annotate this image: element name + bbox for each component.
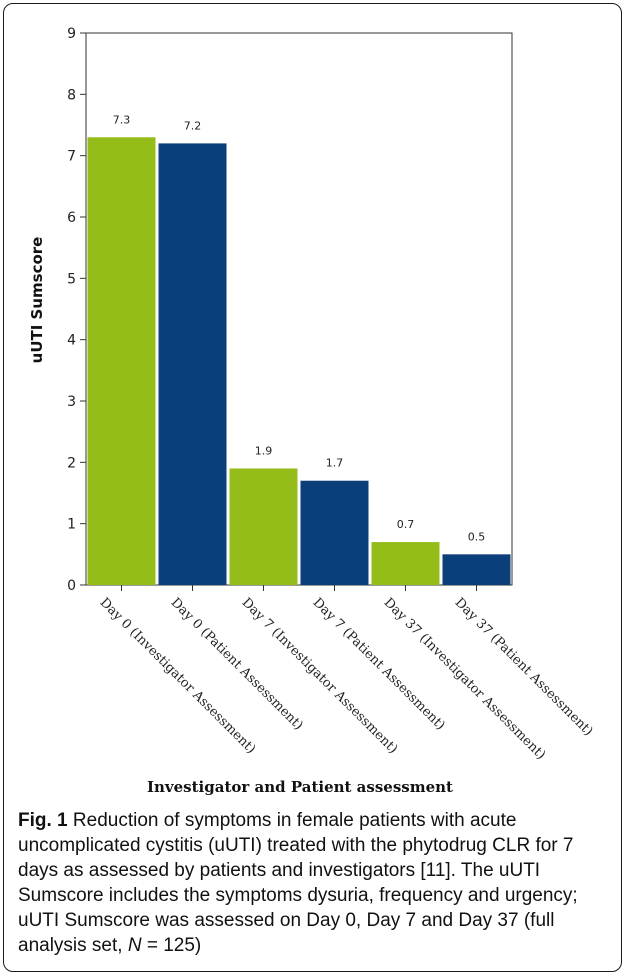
x-tick-label: Day 0 (Investigator Assessment) (97, 595, 259, 757)
bar-data-label: 7.3 (113, 113, 131, 126)
y-axis-title: uUTI Sumscore (28, 237, 46, 364)
x-tick-label: Day 37 (Investigator Assessment) (381, 595, 549, 763)
y-tick-label: 4 (67, 333, 76, 349)
y-tick-label: 0 (67, 578, 76, 594)
caption-text: Reduction of symptoms in female patients… (18, 810, 578, 956)
y-tick-label: 3 (67, 394, 76, 410)
bar (300, 480, 369, 585)
bar-data-label: 1.9 (255, 444, 273, 457)
plot-border (85, 32, 513, 586)
x-tick-label: Day 37 (Patient Assessment) (452, 595, 596, 739)
bar (158, 143, 227, 585)
bar (229, 468, 298, 585)
y-tick-label: 5 (67, 271, 76, 287)
bar-data-label: 0.5 (468, 530, 486, 543)
caption-label: Fig. 1 (18, 810, 68, 831)
plot-area: 0 1 2 3 4 5 6 7 8 9 7.3 Day 0 (Investigator Assessm… (67, 26, 596, 763)
y-tick-label: 2 (67, 455, 76, 471)
x-axis-title: Investigator and Patient assessment (147, 778, 453, 796)
y-tick-label: 8 (67, 87, 76, 103)
bar-data-label: 1.7 (326, 457, 344, 470)
figure-caption: Fig. 1 Reduction of symptoms in female p… (18, 808, 608, 958)
bar (442, 554, 511, 585)
bar (87, 137, 156, 585)
x-tick-label: Day 0 (Patient Assessment) (168, 595, 306, 733)
x-tick-label: Day 7 (Patient Assessment) (310, 595, 448, 733)
bar-data-label: 7.2 (184, 119, 202, 132)
bar-data-label: 0.7 (397, 518, 415, 531)
y-tick-label: 1 (67, 517, 76, 533)
y-tick-label: 9 (67, 26, 76, 42)
caption-n-value: = 125) (141, 935, 202, 956)
caption-n-symbol: N (127, 935, 142, 956)
y-tick-label: 7 (67, 149, 76, 165)
bar-chart: 0 1 2 3 4 5 6 7 8 9 7.3 Day 0 (Investigator Assessm… (28, 26, 596, 796)
x-tick-label: Day 7 (Investigator Assessment) (239, 595, 401, 757)
y-tick-label: 6 (67, 210, 76, 226)
bar (371, 542, 440, 585)
